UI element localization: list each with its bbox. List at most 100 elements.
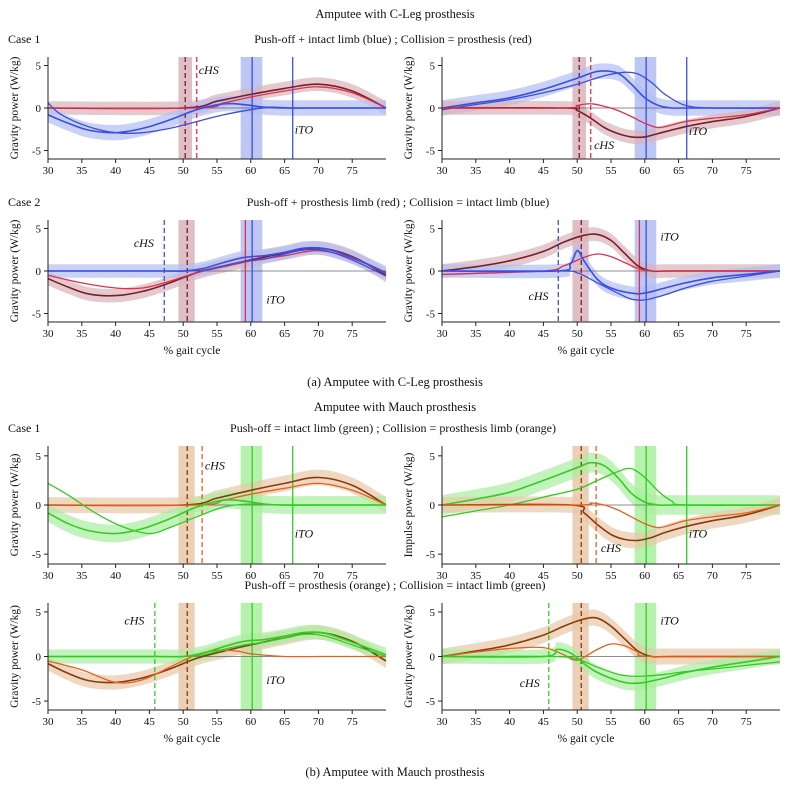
x-tick-label: 30 xyxy=(43,328,55,340)
x-tick-label: 35 xyxy=(76,328,88,340)
x-tick-label: 40 xyxy=(110,328,122,340)
x-tick-label: 75 xyxy=(347,570,359,582)
panel-label-b1: Case 1 xyxy=(8,421,41,435)
y-tick-label: 0 xyxy=(430,103,436,115)
x-tick-label: 75 xyxy=(347,716,359,728)
x-tick-label: 55 xyxy=(606,165,618,177)
std-band-pushoff-intact-mean xyxy=(442,63,780,116)
y-tick-label: 0 xyxy=(430,652,436,664)
series-pushoff-prosthesis-trial xyxy=(441,253,780,276)
x-tick-label: 55 xyxy=(606,716,618,728)
x-tick-label: 30 xyxy=(43,716,55,728)
x-tick-label: 65 xyxy=(673,165,685,177)
y-tick-label: 0 xyxy=(36,103,42,115)
annotation-label: cHS xyxy=(134,236,154,250)
series-collision-intact-mean xyxy=(441,249,781,295)
x-tick-label: 55 xyxy=(212,165,224,177)
x-tick-label: 40 xyxy=(504,716,516,728)
x-tick-label: 50 xyxy=(178,716,190,728)
series-collision-prosthesis-trial xyxy=(47,482,387,507)
x-tick-label: 75 xyxy=(347,165,359,177)
chart-a1R: 30 35 40 45 50 55 60 65 70 75 -5 0 5 Gravity power (W… xyxy=(403,56,781,177)
figure-caption-a: (a) Amputee with C-Leg prosthesis xyxy=(307,375,483,389)
x-axis-label: % gait cycle xyxy=(558,733,615,745)
y-axis-label: Gravity power (W/kg) xyxy=(9,453,21,556)
x-tick-label: 45 xyxy=(144,165,156,177)
x-tick-label: 45 xyxy=(538,165,550,177)
x-tick-label: 65 xyxy=(673,570,685,582)
annotation-label: cHS xyxy=(199,63,219,77)
x-tick-label: 40 xyxy=(504,328,516,340)
x-tick-label: 70 xyxy=(707,328,719,340)
x-tick-label: 60 xyxy=(245,716,257,728)
y-axis-label: Gravity power (W/kg) xyxy=(403,56,415,159)
x-axis-label: % gait cycle xyxy=(164,733,221,745)
x-tick-label: 60 xyxy=(639,716,651,728)
annotation-label: iTO xyxy=(266,673,285,687)
x-tick-label: 60 xyxy=(245,165,257,177)
x-tick-label: 55 xyxy=(212,570,224,582)
figure-caption-b: (b) Amputee with Mauch prosthesis xyxy=(305,765,485,779)
x-tick-label: 70 xyxy=(313,716,325,728)
figure-title-b: Amputee with Mauch prosthesis xyxy=(313,400,477,414)
y-tick-label: 0 xyxy=(430,266,436,278)
annotation-label: cHS xyxy=(205,459,225,473)
std-band-collision-prosthesis-mean xyxy=(48,469,386,514)
series-collision-intact-trial xyxy=(441,655,781,677)
y-tick-label: -5 xyxy=(32,549,42,561)
chart-a1L: 30 35 40 45 50 55 60 65 70 75 -5 0 5 Gravity power (W… xyxy=(9,56,387,177)
std-band-pushoff-intact-mean xyxy=(442,452,780,516)
x-tick-label: 45 xyxy=(144,570,156,582)
std-band-collision-prosthesis-mean xyxy=(442,101,780,145)
series-pushoff-intact-mean xyxy=(441,461,780,507)
y-tick-label: -5 xyxy=(32,309,42,321)
x-tick-label: 35 xyxy=(470,570,482,582)
panel-label-a2: Case 2 xyxy=(8,195,41,209)
x-tick-label: 75 xyxy=(741,328,753,340)
std-band-collision-prosthesis-mean xyxy=(48,77,386,116)
chart-b1R: 30 35 40 45 50 55 60 65 70 75 -5 0 5 Impulse power (W… xyxy=(403,446,781,582)
x-tick-label: 35 xyxy=(470,328,482,340)
x-tick-label: 45 xyxy=(538,328,550,340)
x-tick-label: 40 xyxy=(110,570,122,582)
std-band-pushoff-prosthesis-mean xyxy=(48,241,386,303)
y-tick-label: 5 xyxy=(430,224,436,236)
x-tick-label: 55 xyxy=(606,328,618,340)
x-tick-label: 45 xyxy=(538,570,550,582)
x-tick-label: 55 xyxy=(212,328,224,340)
annotation-label: iTO xyxy=(660,613,679,627)
x-tick-label: 60 xyxy=(245,328,257,340)
y-tick-label: -5 xyxy=(32,146,42,158)
panel-subtitle-a1: Push-off + intact limb (blue) ; Collisio… xyxy=(254,32,532,46)
series-collision-intact-trial xyxy=(441,270,781,301)
x-tick-label: 50 xyxy=(572,328,584,340)
x-tick-label: 65 xyxy=(673,716,685,728)
chart-a2L: 30 35 40 45 50 55 60 65 70 75 -5 0 5 Gravity power (W… xyxy=(9,219,387,357)
std-band-collision-intact-mean xyxy=(442,642,780,691)
x-tick-label: 50 xyxy=(572,716,584,728)
x-tick-label: 30 xyxy=(437,165,449,177)
x-tick-label: 50 xyxy=(178,328,190,340)
x-tick-label: 35 xyxy=(470,165,482,177)
x-tick-label: 65 xyxy=(673,328,685,340)
x-tick-label: 75 xyxy=(741,716,753,728)
std-band-collision-intact-mean xyxy=(442,243,780,301)
chart-b2R: 30 35 40 45 50 55 60 65 70 75 -5 0 5 Gravity power (W… xyxy=(403,603,781,745)
y-axis-label: Gravity power (W/kg) xyxy=(9,219,21,322)
annotation-label: iTO xyxy=(689,124,708,138)
series-pushoff-prosthesis-trial xyxy=(47,649,387,684)
x-axis-label: % gait cycle xyxy=(558,345,615,357)
series-collision-prosthesis-mean xyxy=(441,107,781,139)
x-tick-label: 70 xyxy=(707,570,719,582)
x-tick-label: 45 xyxy=(538,716,550,728)
y-tick-label: 5 xyxy=(430,451,436,463)
series-pushoff-intact-trial xyxy=(47,102,386,134)
chart-a2R: 30 35 40 45 50 55 60 65 70 75 -5 0 5 Gravity power (W… xyxy=(403,219,781,357)
x-tick-label: 40 xyxy=(504,165,516,177)
panel-subtitle-a2: Push-off + prosthesis limb (red) ; Colli… xyxy=(246,195,550,209)
std-band-pushoff-prosthesis-mean xyxy=(442,227,780,279)
x-tick-label: 30 xyxy=(43,165,55,177)
series-pushoff-prosthesis-trial xyxy=(441,643,781,661)
x-tick-label: 50 xyxy=(178,165,190,177)
